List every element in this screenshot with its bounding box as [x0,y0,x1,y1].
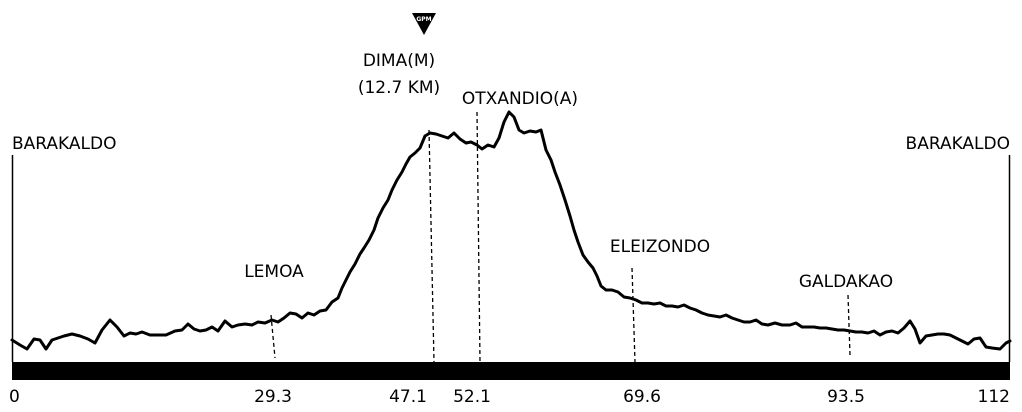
place-label-lemoa: LEMOA [244,262,304,282]
marker-line-eleizondo [631,267,636,363]
place-label-barakaldo-finish: BARAKALDO [906,134,1010,154]
place-label-dima-distance: (12.7 KM) [358,78,440,98]
distance-tick-label: 29.3 [254,387,292,407]
marker-line-otxandio [476,111,481,363]
elevation-profile-line [10,110,1012,351]
marker-line-lemoa [270,314,276,359]
gpm-badge-triangle [412,13,436,35]
marker-line-galdakao [847,294,851,356]
place-label-dima: DIMA(M) [363,51,435,71]
distance-tick-label: 93.5 [827,387,865,407]
place-label-galdakao: GALDAKAO [799,272,893,292]
distance-bar [12,362,1010,380]
place-label-eleizondo: ELEIZONDO [610,237,710,257]
distance-tick-label: 52.1 [453,387,491,407]
place-label-barakaldo-start: BARAKALDO [12,134,116,154]
distance-tick-label: 69.6 [623,387,661,407]
distance-tick-label: 0 [9,387,20,407]
distance-tick-label: 47.1 [389,387,427,407]
gpm-badge-text: GPM [416,16,431,23]
place-label-otxandio: OTXANDIO(A) [462,89,578,109]
distance-tick-label: 112 [978,387,1010,407]
marker-line-dima [428,129,435,363]
